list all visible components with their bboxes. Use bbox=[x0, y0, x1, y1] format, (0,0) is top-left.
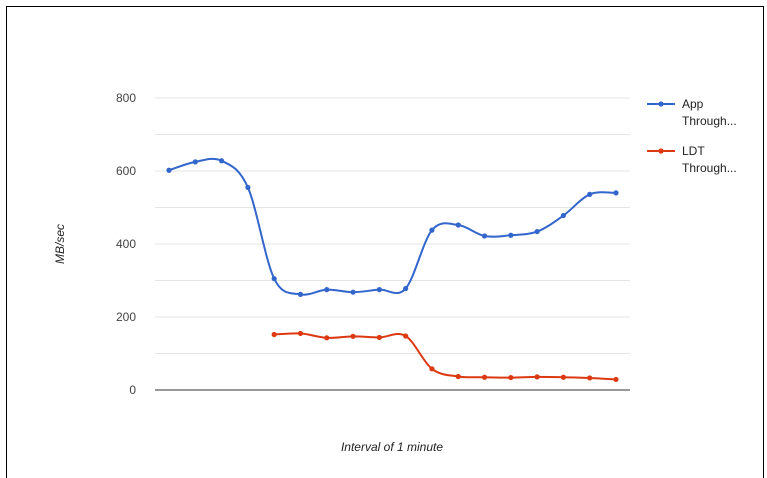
data-point[interactable] bbox=[429, 227, 435, 233]
legend-label[interactable]: LDT bbox=[682, 144, 705, 158]
data-point[interactable] bbox=[481, 233, 488, 239]
data-point[interactable] bbox=[297, 330, 304, 337]
data-point[interactable] bbox=[455, 222, 461, 228]
data-point[interactable] bbox=[218, 158, 225, 164]
data-point[interactable] bbox=[271, 331, 277, 338]
y-tick-label: 200 bbox=[116, 310, 136, 324]
y-axis-title: MB/sec bbox=[53, 224, 67, 264]
legend-marker bbox=[658, 148, 664, 154]
y-tick-label: 800 bbox=[116, 91, 136, 105]
data-point[interactable] bbox=[245, 184, 251, 191]
data-point[interactable] bbox=[613, 376, 619, 383]
series-line-2 bbox=[274, 332, 617, 381]
data-point[interactable] bbox=[324, 287, 330, 293]
data-point[interactable] bbox=[403, 285, 409, 292]
legend-marker bbox=[658, 101, 664, 107]
y-tick-label: 600 bbox=[116, 164, 136, 178]
data-point[interactable] bbox=[166, 167, 172, 173]
data-point[interactable] bbox=[350, 333, 356, 339]
data-point[interactable] bbox=[587, 375, 593, 381]
data-point[interactable] bbox=[271, 276, 277, 282]
data-point[interactable] bbox=[192, 159, 198, 165]
y-tick-label: 0 bbox=[129, 383, 136, 397]
x-axis-title: Interval of 1 minute bbox=[341, 440, 443, 454]
data-point[interactable] bbox=[297, 291, 304, 297]
legend-label[interactable]: Through... bbox=[682, 161, 737, 175]
legend-label[interactable]: Through... bbox=[682, 114, 737, 128]
data-point[interactable] bbox=[376, 334, 382, 341]
data-point[interactable] bbox=[587, 191, 593, 197]
data-point[interactable] bbox=[560, 212, 567, 219]
data-point[interactable] bbox=[534, 374, 540, 380]
data-point[interactable] bbox=[508, 232, 514, 238]
data-point[interactable] bbox=[350, 289, 356, 295]
series-line-1 bbox=[168, 157, 617, 296]
data-point[interactable] bbox=[455, 373, 461, 380]
data-point[interactable] bbox=[508, 374, 514, 381]
legend-label[interactable]: App bbox=[682, 97, 704, 111]
data-point[interactable] bbox=[534, 228, 540, 235]
data-point[interactable] bbox=[429, 366, 435, 372]
data-point[interactable] bbox=[613, 190, 619, 196]
data-point[interactable] bbox=[560, 374, 567, 380]
data-point[interactable] bbox=[376, 287, 382, 293]
data-point[interactable] bbox=[481, 374, 488, 380]
chart-frame bbox=[6, 6, 764, 478]
data-point[interactable] bbox=[403, 333, 409, 339]
y-tick-label: 400 bbox=[116, 237, 136, 251]
data-point[interactable] bbox=[324, 335, 330, 341]
